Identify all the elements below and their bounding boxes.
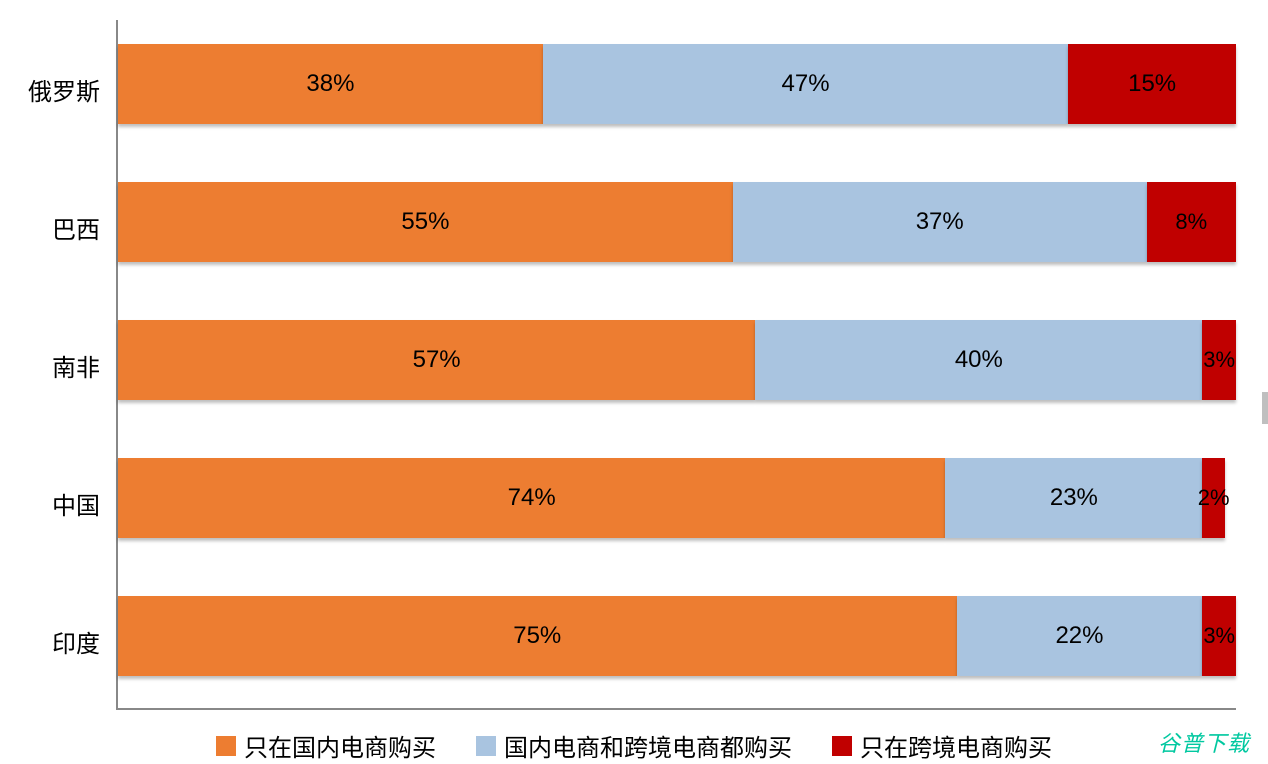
legend-label: 国内电商和跨境电商都购买 <box>504 728 792 763</box>
category-label: 巴西 <box>0 210 100 245</box>
bar-row: 55% 37% 8% <box>118 182 1236 262</box>
stacked-bar-chart: 俄罗斯 巴西 南非 中国 印度 38% 47% 15% 55% 37% 8% 5… <box>0 0 1268 764</box>
legend-swatch <box>476 736 496 756</box>
legend-item-domestic: 只在国内电商购买 <box>216 728 436 763</box>
bar-seg-cross: 15% <box>1068 44 1236 124</box>
legend-swatch <box>216 736 236 756</box>
legend-label: 只在跨境电商购买 <box>860 728 1052 763</box>
category-label: 俄罗斯 <box>0 72 100 107</box>
bar-row: 74% 23% 2% <box>118 458 1236 538</box>
bar-row: 38% 47% 15% <box>118 44 1236 124</box>
bar-seg-domestic: 74% <box>118 458 945 538</box>
bar-row: 57% 40% 3% <box>118 320 1236 400</box>
category-label: 南非 <box>0 348 100 383</box>
legend-item-cross: 只在跨境电商购买 <box>832 728 1052 763</box>
bar-seg-cross: 2% <box>1202 458 1224 538</box>
legend-item-both: 国内电商和跨境电商都购买 <box>476 728 792 763</box>
plot-area: 38% 47% 15% 55% 37% 8% 57% 40% 3% 74% 23… <box>116 20 1236 710</box>
side-marker <box>1262 392 1268 424</box>
category-label: 中国 <box>0 486 100 521</box>
bar-seg-both: 23% <box>945 458 1202 538</box>
category-label: 印度 <box>0 624 100 659</box>
bar-seg-domestic: 75% <box>118 596 957 676</box>
bar-seg-both: 40% <box>755 320 1202 400</box>
legend-swatch <box>832 736 852 756</box>
bar-seg-cross: 3% <box>1202 320 1236 400</box>
legend-label: 只在国内电商购买 <box>244 728 436 763</box>
bar-seg-domestic: 55% <box>118 182 733 262</box>
bar-row: 75% 22% 3% <box>118 596 1236 676</box>
bar-seg-both: 37% <box>733 182 1147 262</box>
bar-seg-domestic: 38% <box>118 44 543 124</box>
legend: 只在国内电商购买 国内电商和跨境电商都购买 只在跨境电商购买 <box>0 728 1268 763</box>
bar-seg-domestic: 57% <box>118 320 755 400</box>
watermark-text: 谷普下载 <box>1158 726 1250 758</box>
bar-seg-cross: 8% <box>1147 182 1236 262</box>
bar-seg-cross: 3% <box>1202 596 1236 676</box>
bar-seg-both: 22% <box>957 596 1203 676</box>
bar-seg-both: 47% <box>543 44 1068 124</box>
